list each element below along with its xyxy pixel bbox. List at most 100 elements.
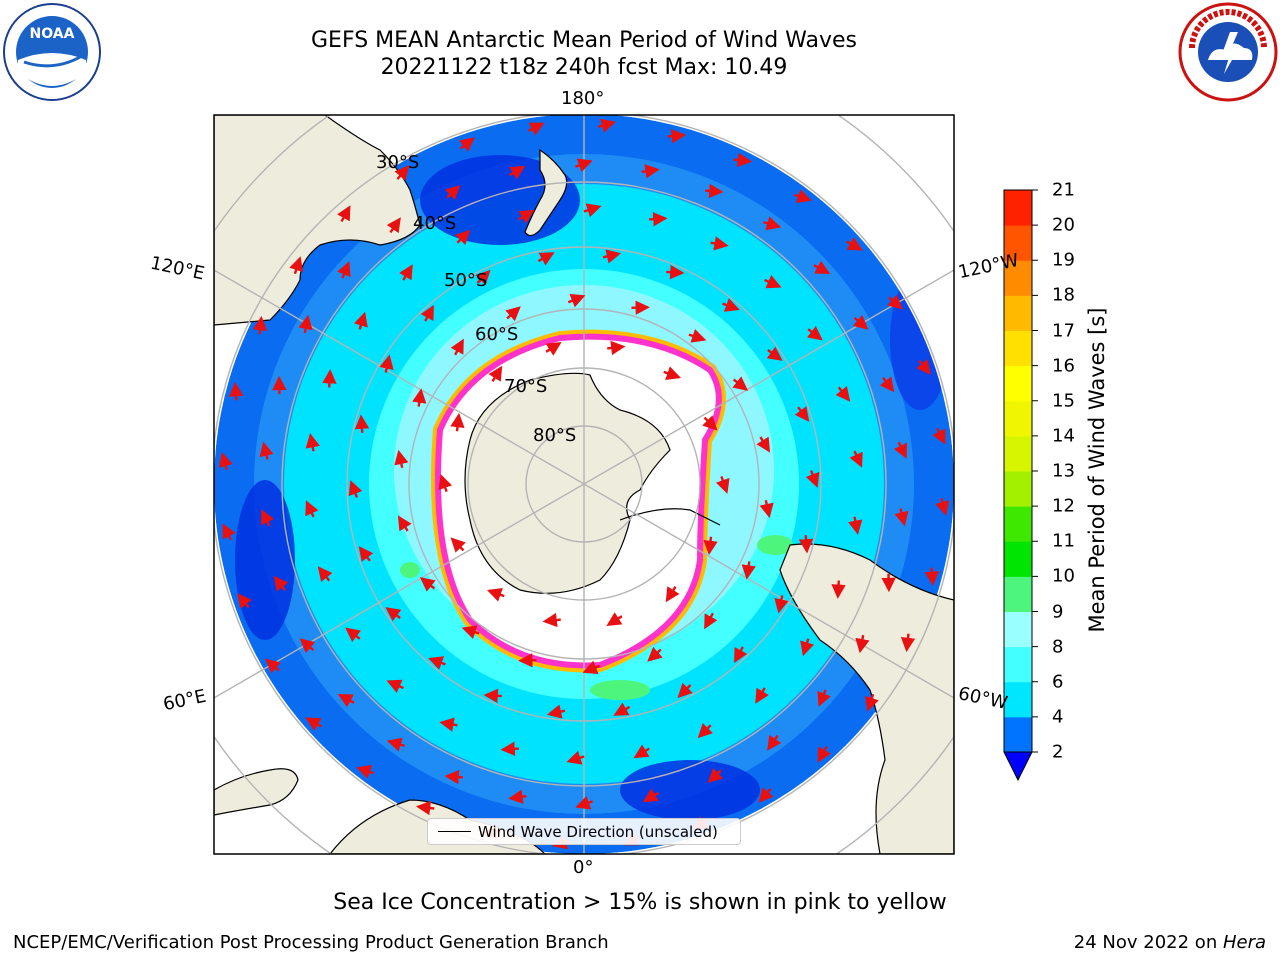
wind-direction-arrow: [337, 205, 351, 222]
wind-direction-arrow: [642, 788, 660, 803]
wind-direction-arrow: [702, 415, 718, 431]
wind-direction-arrow: [766, 346, 783, 361]
colorbar-segment: [1004, 541, 1032, 577]
wind-direction-arrow: [807, 325, 823, 341]
wind-direction-arrow: [455, 229, 471, 245]
colorbar-tick-label: 21: [1052, 179, 1075, 201]
wind-direction-arrow: [893, 441, 907, 459]
wind-direction-arrow: [805, 470, 820, 488]
high-period-patch-w: [235, 480, 295, 640]
wind-direction-arrow: [631, 300, 650, 315]
colorbar-segment: [1004, 365, 1032, 402]
wind-direction-arrow: [831, 580, 846, 599]
colorbar-tick-label: 9: [1052, 601, 1064, 622]
wind-direction-arrow: [666, 264, 685, 280]
footer-date: 24 Nov 2022 on Hera: [1074, 932, 1266, 953]
lat-label-50s: 50°S: [444, 270, 488, 291]
wind-direction-arrow: [633, 744, 650, 759]
wind-direction-arrow: [663, 366, 682, 381]
wind-direction-arrow: [759, 499, 774, 519]
colorbar: [1003, 189, 1038, 782]
wind-direction-arrow: [879, 376, 895, 393]
wind-direction-arrow: [613, 702, 631, 716]
wind-direction-arrow: [734, 646, 748, 664]
wind-direction-arrow: [817, 689, 831, 707]
wind-direction-arrow: [741, 561, 756, 580]
colorbar-segment: [1004, 716, 1032, 753]
wind-direction-arrow: [582, 660, 601, 674]
map-frame: [213, 114, 955, 855]
lat-label-70s: 70°S: [504, 376, 548, 397]
green-patch-1: [590, 680, 650, 700]
wind-direction-arrow: [546, 704, 566, 719]
australia: [214, 115, 421, 326]
wind-direction-arrow: [849, 450, 863, 468]
footer-date-text: 24 Nov 2022 on: [1073, 932, 1223, 953]
wind-direction-arrow: [763, 216, 782, 231]
wind-direction-arrow: [602, 249, 622, 264]
wind-direction-arrow: [574, 158, 593, 173]
lat-label-30s: 30°S: [376, 152, 420, 173]
wind-direction-arrow: [289, 256, 303, 275]
wind-direction-arrow: [358, 546, 374, 562]
antarctic-peninsula: [619, 508, 721, 526]
antarctica: [464, 372, 671, 594]
wind-direction-arrow: [385, 607, 402, 622]
wind-direction-arrow: [774, 595, 789, 614]
wind-direction-arrow: [459, 137, 475, 152]
wind-direction-arrow: [798, 535, 814, 554]
wind-direction-arrow: [265, 658, 281, 674]
wind-direction-arrow: [399, 264, 413, 281]
wind-direction-arrow: [537, 252, 555, 266]
wind-direction-arrow: [518, 653, 537, 668]
colorbar-segment: [1004, 225, 1032, 261]
noaa-logo: NOAA: [3, 3, 101, 101]
wind-direction-arrow: [259, 441, 274, 460]
lat-label-80s: 80°S: [533, 425, 577, 446]
wind-direction-arrow: [386, 737, 405, 752]
colorbar-tick-label: 20: [1052, 214, 1075, 236]
colorbar-tick-label: 10: [1052, 565, 1075, 587]
wind-direction-arrow: [450, 412, 465, 432]
green-patch-3: [400, 562, 420, 578]
wind-direction-arrow: [894, 508, 909, 527]
wind-direction-arrow: [764, 275, 782, 289]
wind-direction-arrow: [299, 638, 316, 654]
lon-label-top: 180°: [561, 88, 605, 109]
colorbar-tick-label: 4: [1052, 706, 1064, 728]
wind-direction-arrow: [665, 586, 680, 603]
wind-direction-arrow: [647, 646, 663, 662]
wind-direction-arrow: [237, 593, 252, 609]
colorbar-tick-label: 11: [1052, 530, 1075, 552]
wind-direction-arrow: [386, 217, 401, 234]
graticule: [214, 115, 954, 854]
wind-direction-arrow: [722, 298, 740, 312]
wind-direction-arrow: [348, 480, 363, 498]
colorbar-tick-label: 12: [1052, 495, 1075, 517]
wind-direction-arrow: [793, 189, 812, 203]
wind-direction-arrow: [900, 633, 916, 653]
wind-direction-arrow: [855, 634, 870, 654]
colorbar-tick-label: 15: [1052, 390, 1075, 412]
legend-line-swatch: [438, 831, 471, 832]
wind-direction-arrow: [475, 269, 491, 286]
colorbar-tick-label: 6: [1052, 671, 1064, 693]
wind-direction-arrow: [575, 795, 594, 810]
colorbar-segment: [1004, 471, 1032, 507]
wind-direction-arrow: [450, 537, 466, 553]
south-america: [779, 543, 954, 854]
wind-direction-arrow: [916, 359, 931, 375]
wind-direction-arrow: [420, 304, 434, 322]
wind-direction-arrow: [924, 567, 940, 586]
wind-direction-arrow: [305, 500, 319, 518]
wind-direction-arrow: [508, 789, 527, 804]
colorbar-tick-label: 13: [1052, 460, 1075, 482]
wind-direction-arrow: [767, 734, 782, 751]
wind-direction-arrow: [505, 306, 521, 322]
new-zealand: [524, 148, 568, 237]
wind-direction-arrow: [732, 376, 749, 391]
wind-direction-arrow: [337, 694, 355, 708]
wind-direction-arrow: [607, 340, 626, 356]
wind-direction-arrow: [583, 203, 602, 218]
